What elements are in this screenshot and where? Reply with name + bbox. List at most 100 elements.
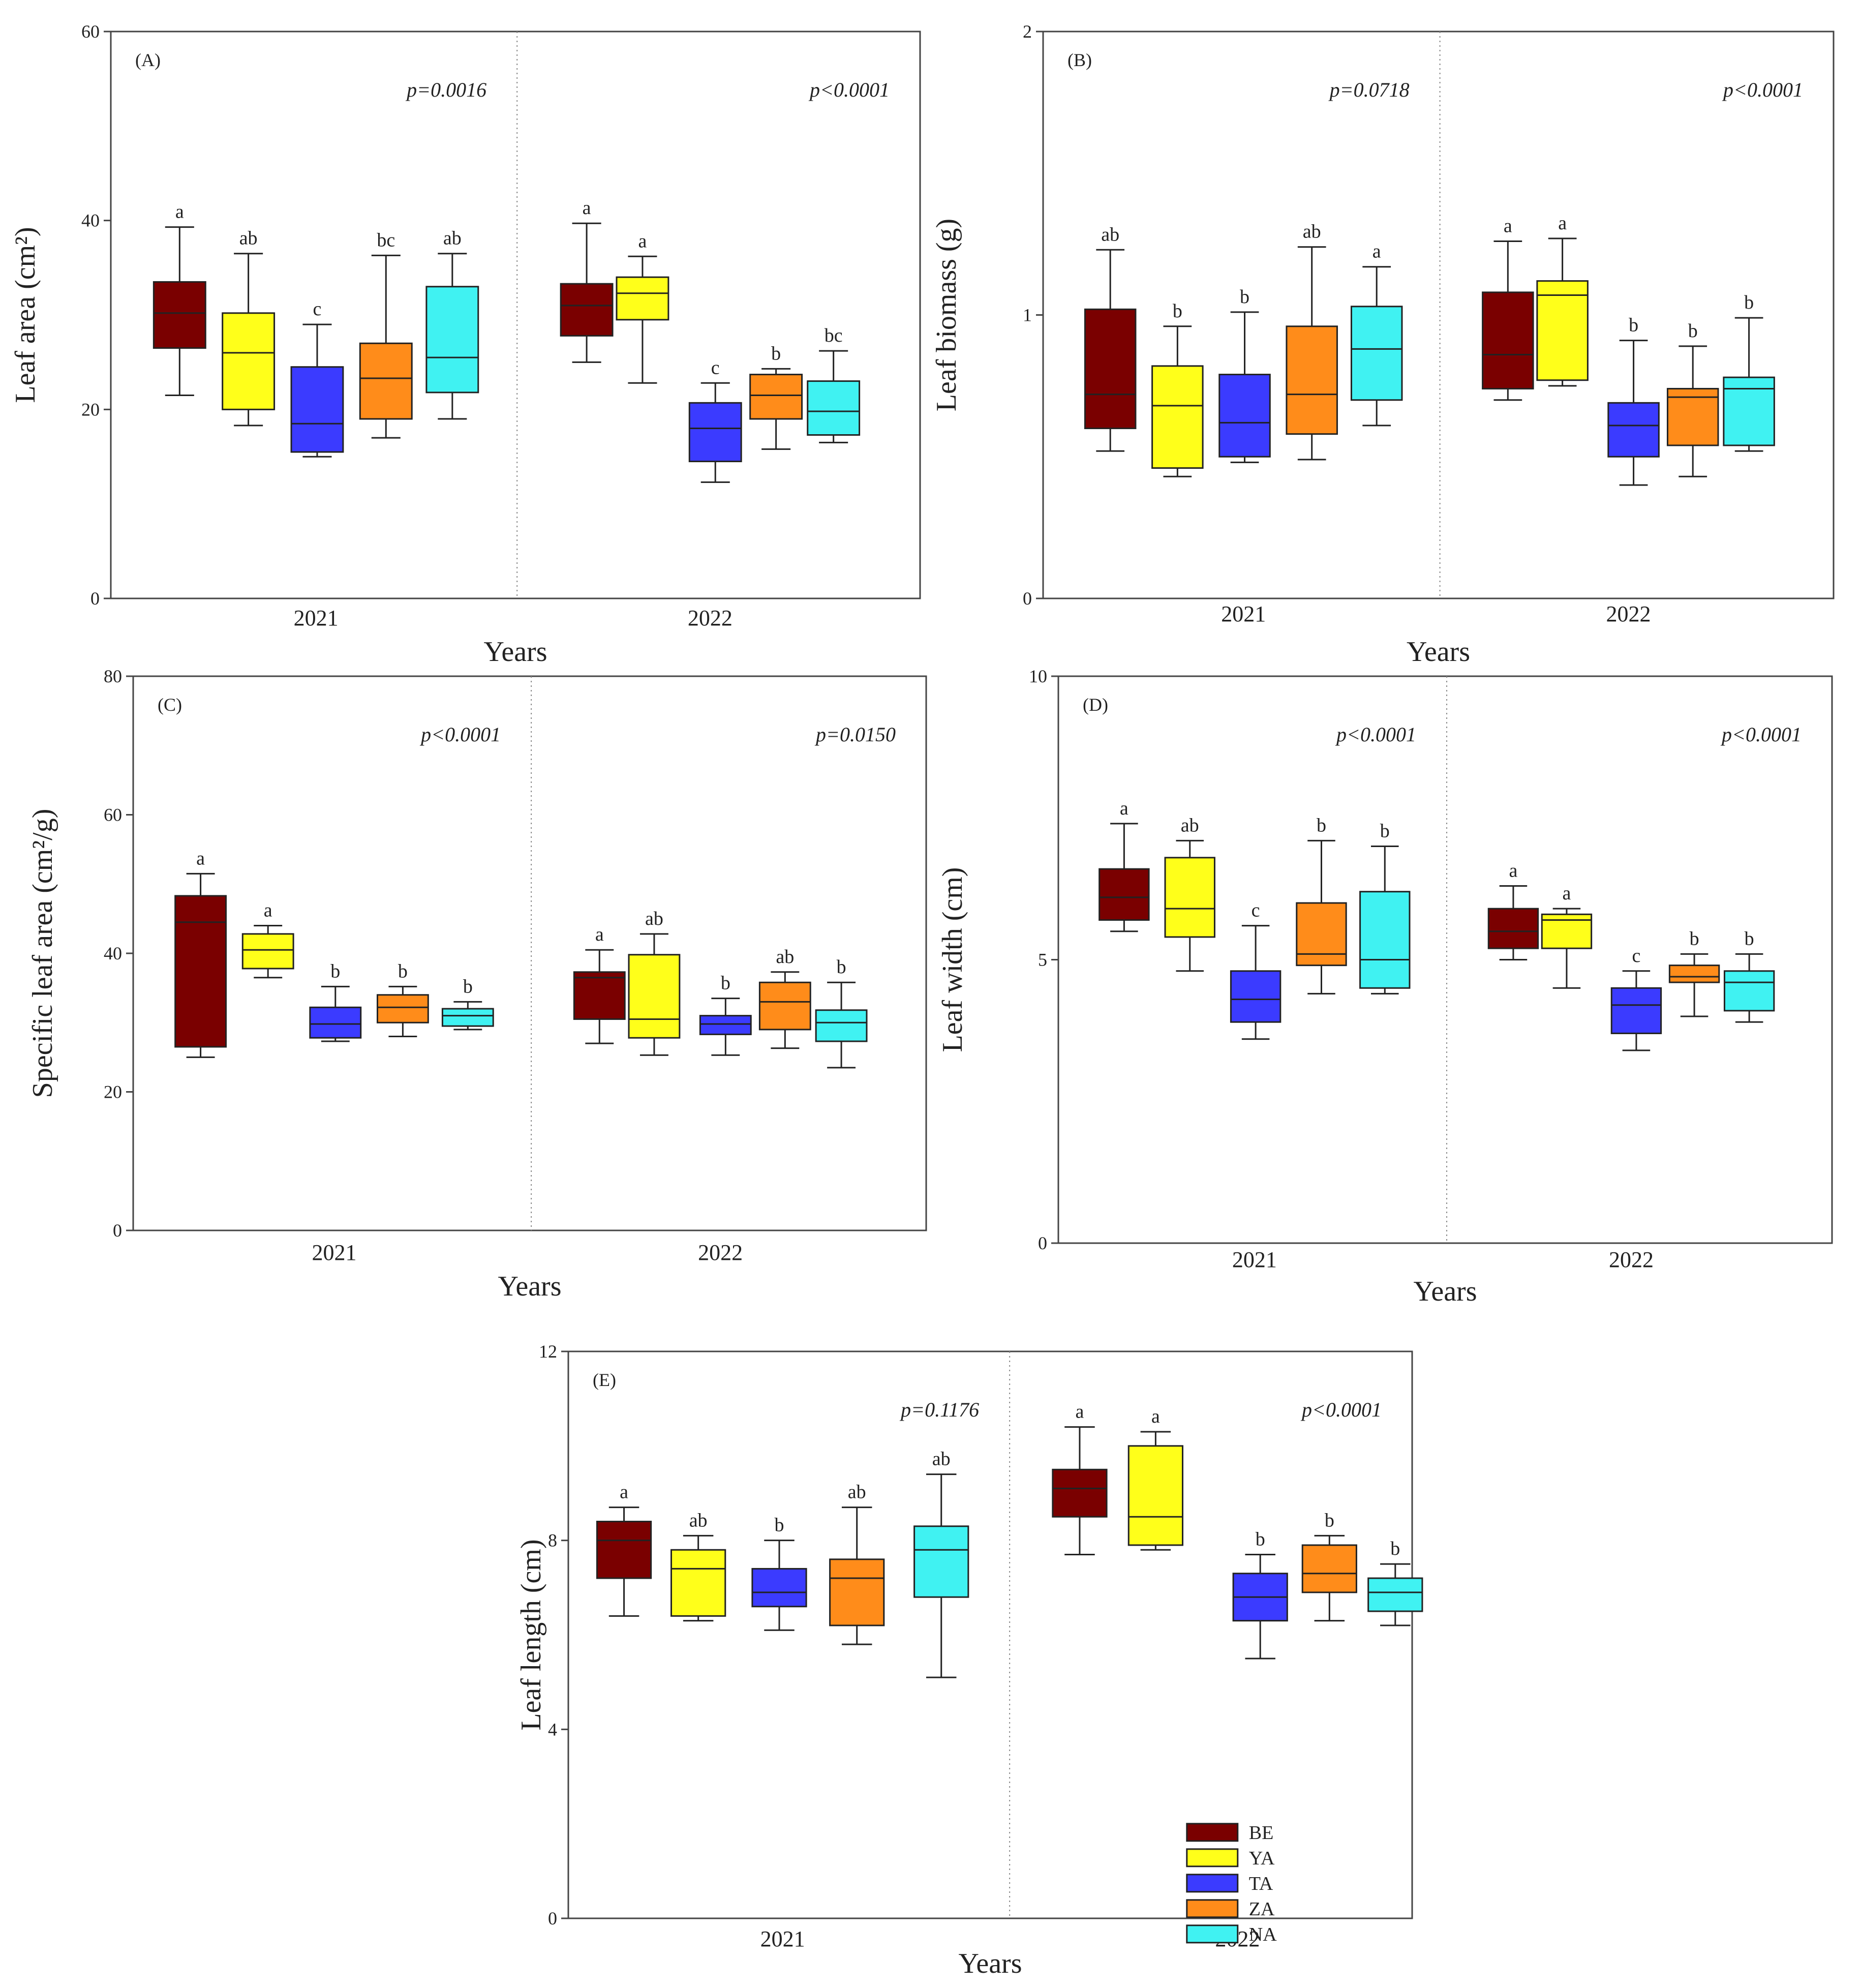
significance-letter: a	[196, 848, 205, 869]
significance-letter: ab	[689, 1510, 708, 1531]
legend-item-ta: TA	[1186, 1873, 1273, 1894]
significance-letter: a	[638, 230, 647, 252]
box-body	[751, 1568, 807, 1608]
significance-letter: ab	[443, 228, 462, 249]
y-tick-label: 0	[113, 1220, 122, 1241]
box-body	[628, 954, 681, 1039]
y-axis-title: Leaf width (cm)	[937, 867, 968, 1052]
box-na-2022: bc	[807, 325, 861, 443]
box-body	[1723, 970, 1775, 1012]
significance-letter: a	[264, 900, 272, 921]
box-na-2022: b	[1723, 292, 1775, 452]
significance-letter: b	[1688, 320, 1698, 342]
significance-letter: c	[1632, 945, 1640, 967]
box-body	[1230, 970, 1282, 1023]
panel-label: (C)	[158, 695, 182, 715]
box-body	[425, 286, 479, 394]
box-na-2022: b	[815, 956, 868, 1069]
legend-item-ya: YA	[1186, 1848, 1275, 1869]
significance-letter: c	[313, 298, 322, 320]
box-be-2021: a	[174, 848, 227, 1058]
significance-letter: a	[1120, 798, 1128, 819]
y-tick-label: 0	[1038, 1233, 1047, 1253]
box-body	[152, 281, 206, 349]
x-axis-title: Years	[1414, 1276, 1477, 1307]
y-axis-title: Leaf biomass (g)	[931, 219, 962, 411]
legend-swatch	[1186, 1848, 1239, 1867]
box-body	[1151, 365, 1204, 469]
significance-letter: a	[1563, 883, 1571, 904]
box-body	[222, 312, 276, 410]
y-tick-label: 10	[1029, 666, 1047, 686]
y-tick-label: 20	[81, 399, 100, 419]
x-category-label: 2021	[1232, 1247, 1277, 1272]
y-tick-label: 40	[104, 943, 122, 963]
box-body	[1052, 1468, 1108, 1518]
box-body	[1487, 908, 1539, 949]
significance-letter: a	[1509, 860, 1517, 882]
box-be-2021: a	[596, 1482, 652, 1617]
box-ta-2021: b	[751, 1515, 807, 1631]
box-body	[573, 971, 626, 1020]
significance-letter: a	[1504, 216, 1512, 237]
box-body	[1286, 325, 1338, 435]
significance-letter: b	[1629, 315, 1638, 336]
box-body	[441, 1008, 494, 1027]
y-tick-label: 60	[81, 21, 100, 42]
p-value: p<0.0001	[1335, 723, 1416, 746]
box-za-2022: b	[1301, 1510, 1357, 1622]
x-category-label: 2021	[1221, 601, 1266, 626]
significance-letter: ab	[932, 1449, 951, 1470]
significance-letter: b	[721, 973, 730, 994]
box-ya-2022: a	[1127, 1406, 1183, 1551]
box-be-2022: a	[1487, 860, 1539, 960]
box-ya-2021: a	[241, 900, 294, 979]
y-tick-label: 1	[1023, 305, 1032, 325]
y-tick-label: 0	[90, 588, 100, 609]
box-be-2022: a	[573, 924, 626, 1044]
box-ya-2021: ab	[670, 1510, 726, 1622]
legend-label: YA	[1249, 1848, 1275, 1869]
box-body	[699, 1015, 752, 1035]
p-value: p<0.0001	[1720, 723, 1802, 746]
y-tick-label: 8	[548, 1530, 557, 1551]
box-na-2022: b	[1367, 1538, 1423, 1626]
box-za-2021: bc	[359, 229, 413, 439]
box-body	[670, 1549, 726, 1617]
p-value: p<0.0001	[1722, 78, 1803, 101]
box-body	[807, 380, 861, 436]
significance-letter: a	[595, 924, 604, 945]
y-tick-label: 0	[548, 1908, 557, 1929]
box-ta-2021: c	[1230, 900, 1282, 1040]
box-na-2021: b	[441, 976, 494, 1031]
p-value: p=0.1176	[899, 1398, 979, 1421]
box-body	[1350, 306, 1403, 401]
box-na-2021: ab	[425, 228, 479, 420]
box-ya-2022: a	[1536, 213, 1589, 387]
y-tick-label: 5	[1038, 950, 1047, 970]
box-ta-2022: c	[1610, 945, 1662, 1051]
significance-letter: ab	[239, 228, 258, 249]
panel-c: 0 20 40 60 80 Specific leaf area (cm²/g) (C) p<…	[27, 666, 927, 1302]
box-ya-2021: ab	[1164, 815, 1215, 972]
significance-letter: b	[771, 343, 781, 364]
box-body	[688, 402, 742, 463]
box-ta-2021: c	[290, 298, 344, 458]
box-ta-2021: b	[1218, 286, 1271, 463]
significance-letter: b	[330, 960, 340, 982]
y-tick-label: 2	[1023, 21, 1032, 42]
legend-item-za: ZA	[1186, 1899, 1275, 1920]
box-na-2021: ab	[913, 1449, 969, 1678]
significance-letter: b	[1690, 928, 1699, 949]
box-body	[758, 981, 811, 1031]
significance-letter: bc	[377, 229, 395, 251]
x-category-label: 2021	[312, 1240, 356, 1265]
x-category-label: 2022	[1609, 1247, 1654, 1272]
significance-letter: bc	[825, 325, 843, 346]
box-ta-2022: c	[688, 357, 742, 483]
box-za-2022: b	[1666, 320, 1719, 477]
box-za-2022: ab	[758, 946, 811, 1049]
box-body	[616, 276, 669, 321]
y-tick-label: 4	[548, 1719, 557, 1739]
